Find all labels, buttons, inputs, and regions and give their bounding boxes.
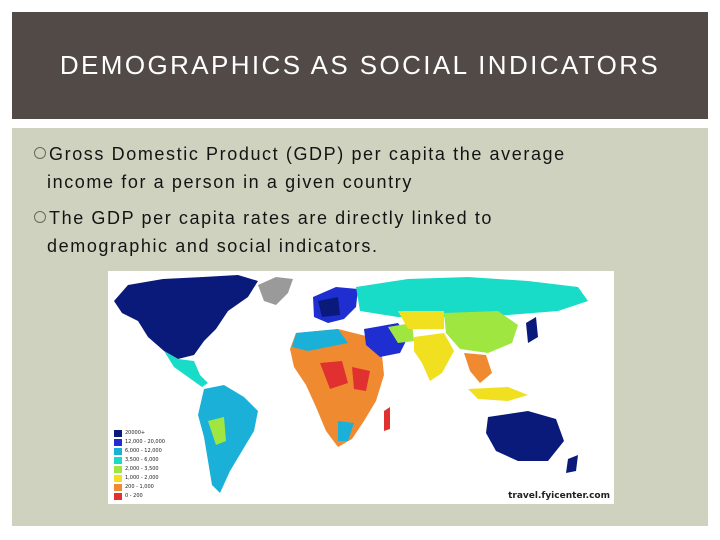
legend-item: 200 - 1,000: [114, 483, 165, 492]
slide-title: DEMOGRAPHICS AS SOCIAL INDICATORS: [59, 50, 661, 80]
legend-swatch: [114, 493, 122, 500]
region-japan: [526, 317, 538, 343]
map-credit: travel.fyicenter.com: [508, 491, 610, 501]
region-greenland: [258, 277, 293, 305]
legend-label: 0 - 200: [125, 493, 143, 499]
region-east-africa: [352, 367, 370, 391]
bullet-ring-icon: [34, 211, 46, 223]
map-legend: 20000+ 12,000 - 20,000 6,000 - 12,000 3,…: [114, 429, 165, 501]
region-south-america: [198, 385, 258, 493]
region-south-africa: [338, 421, 354, 441]
region-south-asia: [414, 333, 454, 381]
legend-swatch: [114, 448, 122, 455]
bullet-item: The GDP per capita rates are directly li…: [34, 204, 617, 260]
legend-label: 200 - 1,000: [125, 484, 154, 490]
legend-label: 20000+: [125, 430, 146, 436]
region-central-africa: [320, 361, 348, 389]
legend-swatch: [114, 466, 122, 473]
legend-item: 20000+: [114, 429, 165, 438]
region-madagascar: [384, 407, 390, 431]
region-north-africa: [292, 329, 348, 351]
legend-item: 6,000 - 12,000: [114, 447, 165, 456]
legend-item: 1,000 - 2,000: [114, 474, 165, 483]
legend-item: 0 - 200: [114, 492, 165, 501]
legend-label: 6,000 - 12,000: [125, 448, 162, 454]
region-western-europe: [318, 297, 340, 317]
region-central-america: [164, 351, 208, 387]
legend-swatch: [114, 475, 122, 482]
region-new-zealand: [566, 455, 578, 473]
region-russia: [356, 277, 588, 317]
region-china: [444, 311, 518, 353]
legend-item: 3,500 - 6,000: [114, 456, 165, 465]
legend-swatch: [114, 439, 122, 446]
legend-label: 2,000 - 3,500: [125, 466, 159, 472]
legend-item: 2,000 - 3,500: [114, 465, 165, 474]
region-central-asia: [398, 311, 444, 329]
legend-label: 1,000 - 2,000: [125, 475, 159, 481]
region-australia: [486, 411, 564, 461]
region-southeast-asia: [464, 353, 492, 383]
legend-label: 12,000 - 20,000: [125, 439, 165, 445]
world-gdp-map: 20000+ 12,000 - 20,000 6,000 - 12,000 3,…: [108, 271, 614, 504]
title-bar: DEMOGRAPHICS AS SOCIAL INDICATORS: [12, 12, 708, 119]
region-indonesia: [468, 387, 528, 401]
world-map-graphic: [108, 271, 614, 504]
region-africa: [290, 329, 384, 447]
legend-swatch: [114, 457, 122, 464]
bullet-item: Gross Domestic Product (GDP) per capita …: [34, 140, 617, 196]
bullet-text: Gross Domestic Product (GDP) per capita …: [47, 144, 566, 192]
region-north-america: [114, 275, 258, 359]
bullet-text: The GDP per capita rates are directly li…: [47, 208, 494, 256]
legend-label: 3,500 - 6,000: [125, 457, 159, 463]
legend-item: 12,000 - 20,000: [114, 438, 165, 447]
legend-swatch: [114, 484, 122, 491]
legend-swatch: [114, 430, 122, 437]
region-sa-inner: [208, 417, 226, 445]
bullet-ring-icon: [34, 147, 46, 159]
